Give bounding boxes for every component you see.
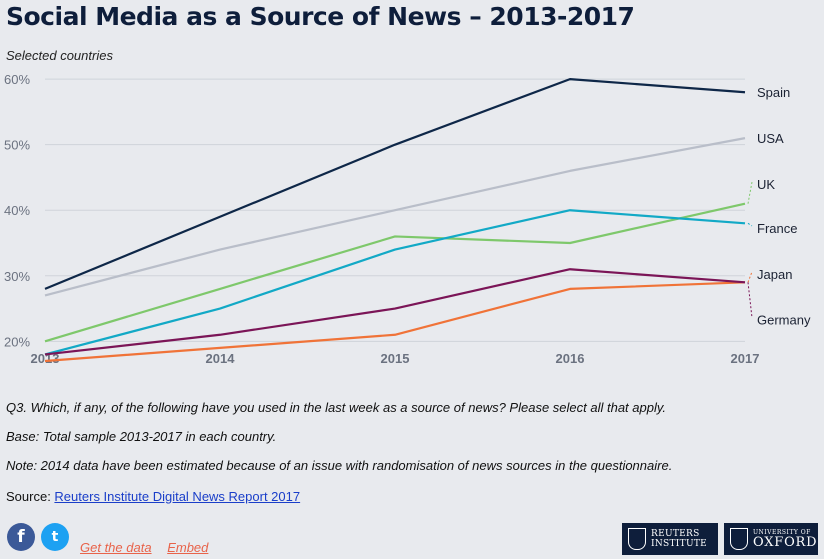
series-label-uk: UK (757, 177, 775, 192)
series-label-germany: Germany (757, 313, 811, 328)
reuters-institute-logo: REUTERS INSTITUTE (622, 523, 718, 555)
series-line-usa (44, 137, 746, 297)
social-buttons: f t (7, 523, 69, 551)
y-tick-label: 60% (4, 72, 30, 87)
chart-subtitle: Selected countries (6, 48, 113, 63)
y-tick-label: 50% (4, 138, 30, 153)
x-tick-label: 2014 (206, 351, 236, 366)
crest-icon (730, 528, 748, 550)
series-line-france (44, 209, 746, 356)
y-tick-label: 40% (4, 203, 30, 218)
series-line-japan (44, 281, 746, 363)
label-leader (747, 222, 753, 227)
x-tick-label: 2015 (381, 351, 410, 366)
series-line-spain (44, 78, 746, 290)
source-line: Source: Reuters Institute Digital News R… (6, 489, 300, 504)
series-label-usa: USA (757, 131, 784, 146)
question-note: Q3. Which, if any, of the following have… (6, 400, 666, 415)
chart-title: Social Media as a Source of News – 2013-… (6, 2, 635, 31)
series-label-spain: Spain (757, 85, 790, 100)
method-note: Note: 2014 data have been estimated beca… (6, 458, 673, 473)
source-label: Source: (6, 489, 55, 504)
action-links: Get the data Embed (80, 540, 220, 555)
twitter-icon[interactable]: t (41, 523, 69, 551)
notes: Q3. Which, if any, of the following have… (6, 400, 672, 487)
x-tick-label: 2013 (31, 351, 60, 366)
x-tick-label: 2016 (556, 351, 585, 366)
embed-link[interactable]: Embed (167, 540, 209, 555)
y-tick-label: 30% (4, 269, 30, 284)
get-data-link[interactable]: Get the data (80, 540, 152, 555)
series-label-japan: Japan (757, 267, 792, 282)
x-tick-label: 2017 (731, 351, 760, 366)
label-leader (747, 271, 753, 283)
series-label-france: France (757, 221, 797, 236)
series-line-uk (44, 202, 746, 343)
y-tick-label: 20% (4, 334, 30, 349)
source-link[interactable]: Reuters Institute Digital News Report 20… (54, 489, 301, 504)
base-note: Base: Total sample 2013-2017 in each cou… (6, 429, 277, 444)
crest-icon (628, 528, 646, 550)
line-chart: 20% 30% 40% 50% 60% 2013 2014 2015 2016 2017 Spain… (4, 72, 811, 366)
facebook-icon[interactable]: f (7, 523, 35, 551)
label-leader (747, 282, 753, 318)
oxford-logo: UNIVERSITY OF OXFORD (724, 523, 818, 555)
label-leader (747, 181, 753, 204)
series-line-germany (44, 268, 746, 356)
